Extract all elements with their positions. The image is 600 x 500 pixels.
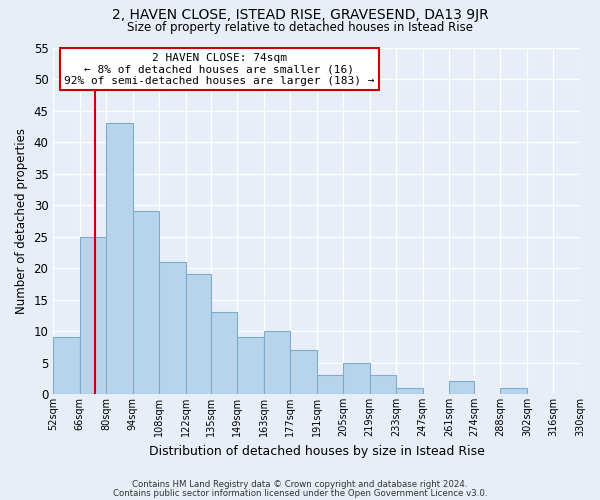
X-axis label: Distribution of detached houses by size in Istead Rise: Distribution of detached houses by size … [149, 444, 485, 458]
Text: Contains HM Land Registry data © Crown copyright and database right 2024.: Contains HM Land Registry data © Crown c… [132, 480, 468, 489]
Text: 2, HAVEN CLOSE, ISTEAD RISE, GRAVESEND, DA13 9JR: 2, HAVEN CLOSE, ISTEAD RISE, GRAVESEND, … [112, 8, 488, 22]
Bar [449, 382, 474, 394]
Bar [160, 262, 186, 394]
Bar [290, 350, 317, 394]
Bar [237, 338, 263, 394]
Bar [343, 362, 370, 394]
Bar [80, 236, 106, 394]
Bar [317, 375, 343, 394]
Bar [263, 331, 290, 394]
Bar [186, 274, 211, 394]
Bar [396, 388, 423, 394]
Text: 2 HAVEN CLOSE: 74sqm
← 8% of detached houses are smaller (16)
92% of semi-detach: 2 HAVEN CLOSE: 74sqm ← 8% of detached ho… [64, 52, 374, 86]
Y-axis label: Number of detached properties: Number of detached properties [15, 128, 28, 314]
Bar [106, 123, 133, 394]
Text: Contains public sector information licensed under the Open Government Licence v3: Contains public sector information licen… [113, 488, 487, 498]
Bar [370, 375, 396, 394]
Bar [500, 388, 527, 394]
Bar [211, 312, 237, 394]
Bar [133, 212, 160, 394]
Bar [53, 338, 80, 394]
Text: Size of property relative to detached houses in Istead Rise: Size of property relative to detached ho… [127, 21, 473, 34]
